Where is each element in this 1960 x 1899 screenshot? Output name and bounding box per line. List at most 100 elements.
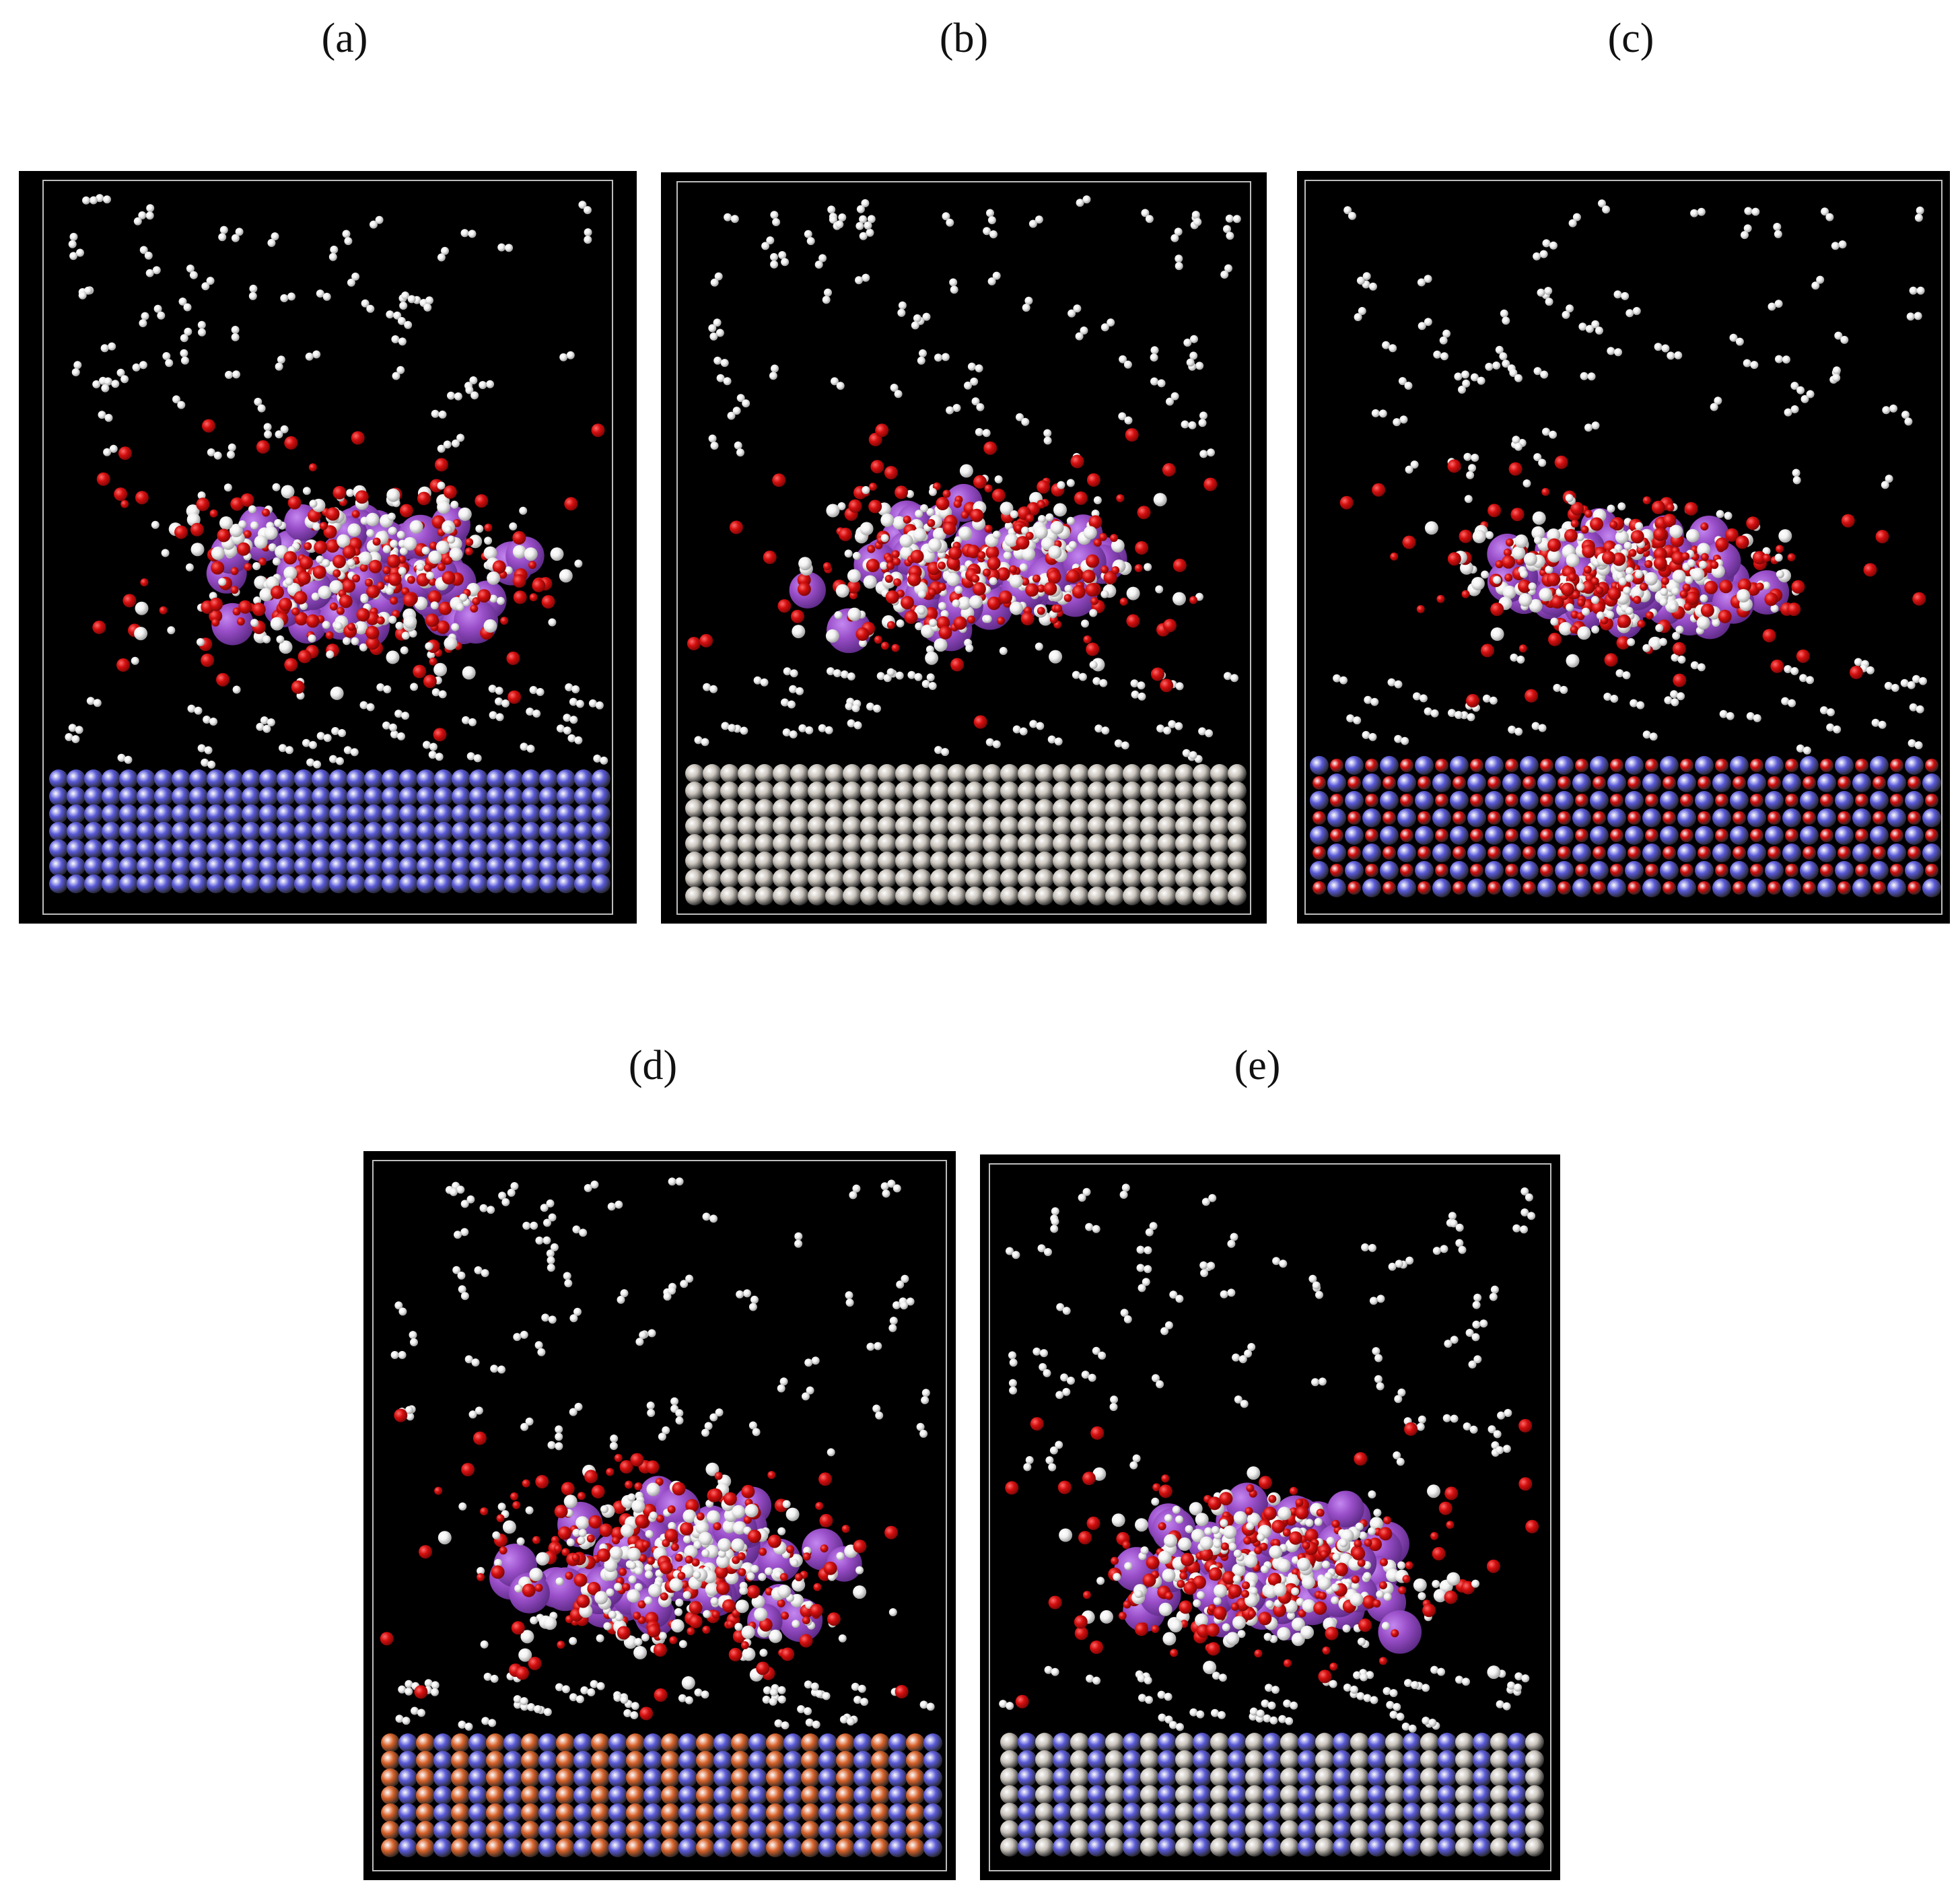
oxygen-atom <box>298 650 312 664</box>
hydrogen-atom <box>366 304 375 313</box>
oxygen-atom <box>236 542 250 556</box>
hydrogen-atom <box>326 650 335 659</box>
substrate-atom <box>1000 817 1019 835</box>
substrate-atom <box>434 839 453 858</box>
hydrogen-atom <box>804 1707 812 1715</box>
oxygen-atom <box>1504 574 1513 582</box>
substrate-atom <box>1435 864 1448 877</box>
hydrogen-atom <box>670 1619 685 1633</box>
oxygen-atom <box>532 1535 540 1544</box>
oxygen-atom <box>1547 572 1561 586</box>
oxygen-atom <box>662 1539 670 1548</box>
hydrogen-atom <box>1595 326 1603 335</box>
hydrogen-atom <box>1743 359 1751 368</box>
substrate-atom <box>1140 1733 1159 1752</box>
substrate-atom <box>1070 887 1089 905</box>
hydrogen-atom <box>1297 1557 1310 1571</box>
oxygen-atom <box>1086 1516 1100 1530</box>
substrate-atom <box>1488 846 1501 860</box>
hydrogen-atom <box>410 683 419 691</box>
hydrogen-atom <box>1450 1414 1459 1423</box>
hydrogen-atom <box>1169 1290 1178 1299</box>
hydrogen-atom <box>285 577 293 586</box>
hydrogen-atom <box>1463 452 1472 461</box>
hydrogen-atom <box>537 1348 546 1356</box>
hydrogen-atom <box>287 292 295 301</box>
substrate-atom <box>713 1768 732 1787</box>
hydrogen-atom <box>919 1429 928 1438</box>
hydrogen-atom <box>141 312 149 320</box>
substrate-atom <box>696 1733 715 1752</box>
hydrogen-atom <box>851 704 860 713</box>
substrate-atom <box>755 764 774 783</box>
hydrogen-atom <box>260 716 269 725</box>
substrate-atom <box>119 769 138 788</box>
substrate-atom <box>853 1733 872 1752</box>
oxygen-atom <box>442 571 456 585</box>
hydrogen-atom <box>1339 1539 1348 1548</box>
panel-label-e: (e) <box>1234 1043 1281 1089</box>
substrate-atom <box>930 764 949 783</box>
substrate-atom <box>871 1733 890 1752</box>
hydrogen-atom <box>264 526 278 540</box>
oxygen-atom <box>306 614 320 628</box>
substrate-atom <box>860 764 879 783</box>
substrate-atom <box>685 887 704 905</box>
substrate-atom <box>748 1733 767 1752</box>
oxygen-atom <box>1093 539 1102 547</box>
hydrogen-atom <box>921 1396 930 1404</box>
oxygen-atom <box>691 1558 700 1567</box>
hydrogen-atom <box>896 619 905 628</box>
substrate-atom <box>1210 1733 1229 1752</box>
substrate-atom <box>1105 834 1124 853</box>
substrate-atom <box>1385 1733 1404 1752</box>
oxygen-atom <box>561 1482 575 1496</box>
oxygen-atom <box>332 485 347 499</box>
oxygen-atom <box>1584 510 1593 518</box>
substrate-atom <box>277 769 295 788</box>
substrate-atom <box>1000 1733 1019 1752</box>
oxygen-atom <box>332 569 341 578</box>
oxygen-atom <box>639 1554 647 1562</box>
hydrogen-atom <box>763 1686 771 1694</box>
substrate-atom <box>67 857 85 876</box>
substrate-atom <box>539 787 558 806</box>
hydrogen-atom <box>890 384 899 392</box>
hydrogen-atom <box>1213 1597 1222 1605</box>
hydrogen-atom <box>895 671 904 680</box>
substrate-atom <box>1088 1768 1107 1787</box>
hydrogen-atom <box>1208 1194 1217 1202</box>
hydrogen-atom <box>1085 1222 1094 1231</box>
substrate-atom <box>102 857 120 876</box>
oxygen-atom <box>820 1544 829 1553</box>
oxygen-atom <box>399 504 413 518</box>
substrate-atom <box>913 799 932 818</box>
oxygen-atom <box>366 584 380 598</box>
substrate-atom <box>1333 1768 1352 1787</box>
substrate-atom <box>1488 811 1501 825</box>
oxygen-atom <box>1246 1484 1255 1492</box>
hydrogen-atom <box>1908 739 1916 748</box>
substrate-atom <box>452 839 470 858</box>
substrate-atom <box>1572 843 1591 862</box>
hydrogen-atom <box>1606 611 1615 619</box>
substrate-atom <box>1455 1768 1474 1787</box>
hydrogen-atom <box>1405 1256 1414 1265</box>
substrate-atom <box>434 769 453 788</box>
substrate-atom <box>1490 1820 1509 1839</box>
hydrogen-atom <box>1470 373 1479 382</box>
substrate-atom <box>860 799 879 818</box>
hydrogen-atom <box>1909 703 1918 712</box>
oxygen-atom <box>1088 515 1102 529</box>
substrate-atom <box>1645 864 1658 877</box>
hydrogen-atom <box>715 329 724 337</box>
substrate-atom <box>1123 887 1142 905</box>
oxygen-atom <box>326 539 340 553</box>
substrate-atom <box>1677 808 1696 827</box>
hydrogen-atom <box>272 483 281 491</box>
substrate-atom <box>503 1838 522 1857</box>
oxygen-atom <box>1849 665 1863 679</box>
substrate-atom <box>1123 834 1142 853</box>
substrate-atom <box>1315 1838 1334 1857</box>
hydrogen-atom <box>424 1679 433 1688</box>
